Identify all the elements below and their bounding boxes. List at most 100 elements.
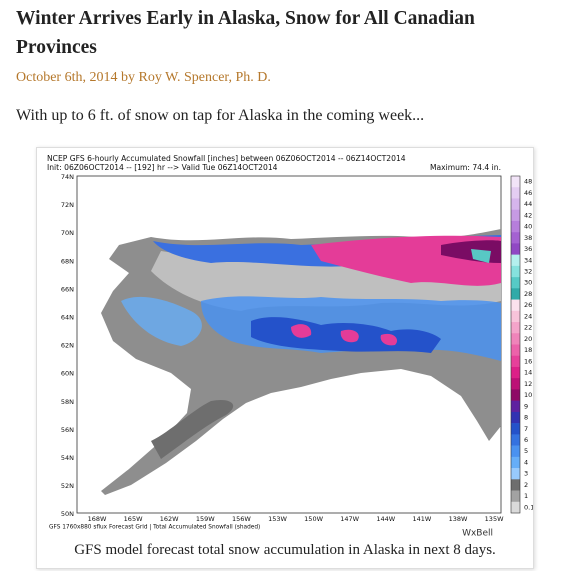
snow-peak — [471, 249, 491, 263]
colorbar-label: 32 — [524, 267, 532, 275]
colorbar-label: 8 — [524, 414, 528, 422]
colorbar-label: 28 — [524, 290, 532, 298]
colorbar-cell — [511, 479, 520, 491]
colorbar-label: 30 — [524, 279, 532, 287]
map-title: NCEP GFS 6-hourly Accumulated Snowfall [… — [47, 154, 406, 163]
colorbar-cell — [511, 265, 520, 278]
lon-label: 165W — [124, 515, 143, 523]
colorbar-label: 22 — [524, 324, 532, 332]
map-maximum: Maximum: 74.4 in. — [430, 163, 501, 172]
colorbar-label: 38 — [524, 234, 532, 242]
colorbar-label: 4 — [524, 458, 528, 466]
colorbar-label: 42 — [524, 211, 532, 219]
lat-label: 56N — [61, 426, 74, 434]
colorbar-cell — [511, 254, 520, 267]
lon-label: 156W — [232, 515, 251, 523]
lat-label: 50N — [61, 510, 74, 518]
lat-label: 74N — [61, 173, 74, 181]
caption: GFS model forecast total snow accumulati… — [74, 542, 496, 558]
colorbar-label: 48 — [524, 178, 532, 186]
lat-label: 66N — [61, 285, 74, 293]
map-subtitle: Init: 06Z06OCT2014 -- [192] hr --> Valid… — [47, 163, 278, 172]
lon-label: 159W — [196, 515, 215, 523]
colorbar-cell — [511, 187, 520, 199]
lon-label: 162W — [160, 515, 179, 523]
colorbar-cell — [511, 220, 520, 233]
colorbar-cell — [511, 366, 520, 379]
colorbar-label: 40 — [524, 223, 532, 231]
lon-label: 141W — [412, 515, 431, 523]
colorbar-label: 12 — [524, 380, 532, 388]
colorbar-label: 26 — [524, 301, 532, 309]
colorbar-cell — [511, 209, 520, 222]
lat-label: 58N — [61, 398, 74, 406]
colorbar-cell — [511, 355, 520, 368]
lon-label: 138W — [449, 515, 468, 523]
map-footer: GFS 1760x880 sflux Forecast Grid | Total… — [49, 525, 260, 531]
map-body: NCEP GFS 6-hourly Accumulated Snowfall [… — [47, 154, 533, 539]
colorbar-label: 6 — [524, 436, 528, 444]
lat-label: 70N — [61, 229, 74, 237]
colorbar-cell — [511, 299, 520, 312]
lat-label: 72N — [61, 201, 74, 209]
lat-label: 52N — [61, 482, 74, 490]
colorbar-frame — [510, 175, 521, 514]
colorbar-cell — [511, 322, 520, 334]
colorbar-cell — [511, 344, 520, 357]
brand: WxBell — [462, 529, 493, 539]
peninsula — [151, 399, 234, 459]
colorbar-label: 7 — [524, 425, 528, 433]
colorbar-label: 9 — [524, 402, 528, 410]
colorbar-cell — [511, 389, 520, 401]
colorbar-label: 16 — [524, 357, 532, 365]
colorbar-label: 14 — [524, 369, 532, 377]
colorbar-label: 34 — [524, 256, 532, 264]
colorbar-label: 1 — [524, 492, 528, 500]
colorbar-cell — [511, 445, 520, 458]
colorbar-cell — [511, 333, 520, 345]
lon-label: 135W — [485, 515, 504, 523]
colorbar-cell — [511, 490, 520, 503]
lon-label: 168W — [88, 515, 107, 523]
snow-map: NCEP GFS 6-hourly Accumulated Snowfall [… — [43, 153, 533, 539]
snow-west — [121, 296, 202, 346]
colorbar-cell — [511, 434, 520, 446]
colorbar-cell — [511, 423, 520, 435]
lon-label: 147W — [340, 515, 359, 523]
colorbar-cell — [511, 378, 520, 390]
colorbar-label: 44 — [524, 200, 532, 208]
colorbar-cell — [511, 310, 520, 323]
intro-text: With up to 6 ft. of snow on tap for Alas… — [16, 107, 425, 124]
colorbar-label: 0.1 — [524, 503, 533, 511]
colorbar-label: 2 — [524, 481, 528, 489]
colorbar-label: 10 — [524, 391, 532, 399]
colorbar-label: 24 — [524, 312, 532, 320]
lon-label: 150W — [304, 515, 323, 523]
lat-label: 68N — [61, 257, 74, 265]
colorbar-label: 3 — [524, 470, 528, 478]
figure: NCEP GFS 6-hourly Accumulated Snowfall [… — [36, 147, 534, 569]
lat-label: 62N — [61, 342, 74, 350]
colorbar-label: 5 — [524, 447, 528, 455]
colorbar-cell — [511, 176, 520, 188]
post-title[interactable]: Winter Arrives Early in Alaska, Snow for… — [16, 8, 475, 58]
colorbar-label: 20 — [524, 335, 532, 343]
byline[interactable]: October 6th, 2014 by Roy W. Spencer, Ph.… — [16, 70, 271, 85]
colorbar-cell — [511, 501, 520, 514]
lat-label: 64N — [61, 314, 74, 322]
colorbar-label: 46 — [524, 189, 532, 197]
colorbar-cell — [511, 411, 520, 424]
colorbar-cell — [511, 198, 520, 210]
snow-peaks-range — [291, 324, 398, 346]
colorbar-cell — [511, 277, 520, 289]
lat-label: 54N — [61, 454, 74, 462]
colorbar-cell — [511, 288, 520, 300]
colorbar-label: 36 — [524, 245, 532, 253]
colorbar-cell — [511, 468, 520, 480]
lat-label: 60N — [61, 370, 74, 378]
colorbar-cell — [511, 456, 520, 469]
colorbar-cell — [511, 232, 520, 244]
colorbar-cell — [511, 243, 520, 255]
lon-label: 144W — [376, 515, 395, 523]
